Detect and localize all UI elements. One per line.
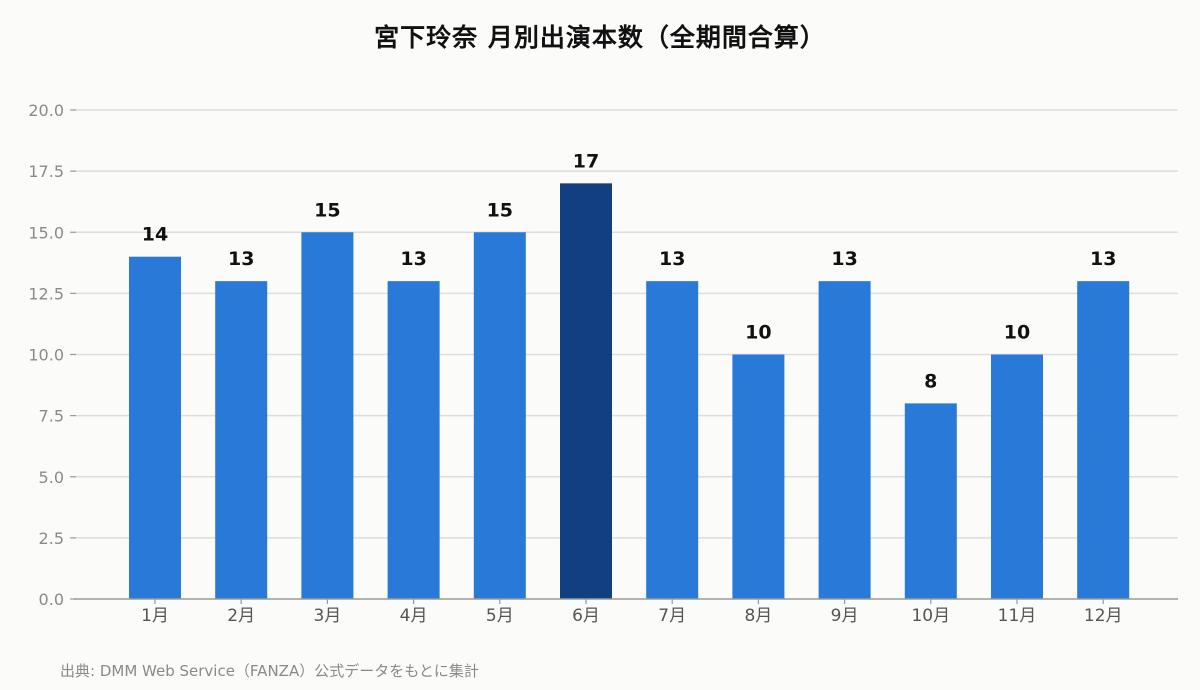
data-label: 13 <box>659 248 685 270</box>
x-tick-label: 3月 <box>313 606 341 626</box>
y-tick-label: 7.5 <box>39 407 64 426</box>
data-label: 10 <box>745 322 771 344</box>
y-tick-label: 17.5 <box>28 162 64 181</box>
bar <box>904 403 957 599</box>
data-label: 10 <box>1004 322 1030 344</box>
x-tick-label: 11月 <box>998 606 1037 626</box>
x-tick-label: 1月 <box>141 606 169 626</box>
data-label: 13 <box>400 248 426 270</box>
data-label: 13 <box>1090 248 1116 270</box>
x-tick-label: 4月 <box>400 606 428 626</box>
data-label: 8 <box>924 370 937 392</box>
bars <box>129 183 1130 599</box>
bar <box>560 183 612 599</box>
axes: 0.0 2.5 5.0 7.5 10.0 12.5 15.0 17.5 20.0 1月 2月 3月 4月… <box>28 101 1178 626</box>
x-tick-label: 8月 <box>744 606 772 626</box>
bar <box>473 232 526 599</box>
data-label: 13 <box>228 248 254 270</box>
chart-title: 宮下玲奈 月別出演本数（全期間合算） <box>374 23 826 52</box>
bar <box>387 281 440 599</box>
bar <box>215 281 268 599</box>
source-note: 出典: DMM Web Service（FANZA）公式データをもとに集計 <box>60 662 479 680</box>
y-tick-label: 15.0 <box>28 223 64 242</box>
data-label: 14 <box>142 224 168 246</box>
bar <box>646 281 699 599</box>
bar <box>1077 281 1130 599</box>
x-tick-label: 7月 <box>658 606 686 626</box>
bar <box>129 256 181 599</box>
x-tick-label: 6月 <box>572 606 600 626</box>
x-tick-label: 2月 <box>227 606 255 626</box>
y-tick-label: 2.5 <box>39 529 64 548</box>
y-tick-label: 12.5 <box>28 284 64 303</box>
data-label: 15 <box>314 199 340 221</box>
x-tick-label: 9月 <box>831 606 859 626</box>
bar <box>301 232 354 599</box>
x-tick-label: 10月 <box>911 606 950 626</box>
y-tick-label: 10.0 <box>28 346 64 365</box>
data-labels: 14 13 15 13 15 17 13 10 13 8 10 13 <box>142 150 1117 392</box>
data-label: 15 <box>487 199 513 221</box>
y-tick-label: 5.0 <box>39 468 64 487</box>
x-tick-label: 5月 <box>486 606 514 626</box>
bar <box>991 354 1043 599</box>
x-tick-label: 12月 <box>1084 606 1123 626</box>
bar <box>818 281 871 599</box>
data-label: 13 <box>831 248 857 270</box>
y-tick-label: 20.0 <box>28 101 64 120</box>
data-label: 17 <box>573 150 599 172</box>
bar <box>732 354 785 599</box>
y-tick-label: 0.0 <box>39 590 64 609</box>
